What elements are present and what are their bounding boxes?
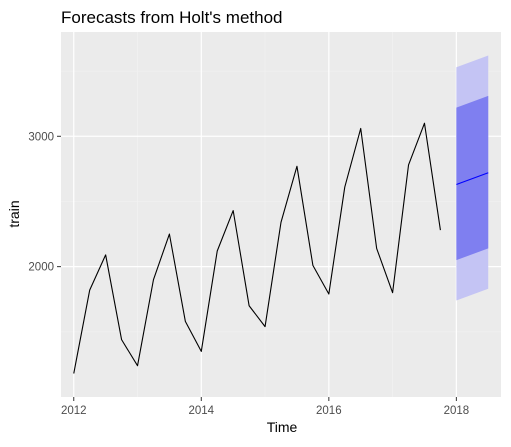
y-axis-title: train	[6, 200, 22, 227]
prediction-interval-80	[456, 95, 489, 261]
x-tick-label: 2018	[444, 405, 470, 417]
x-tick-label: 2016	[316, 405, 342, 417]
prediction-interval-80-layer	[456, 95, 489, 261]
chart-title: Forecasts from Holt's method	[61, 8, 282, 27]
x-tick-label: 2012	[61, 405, 87, 417]
plot-panel	[61, 32, 501, 397]
y-tick-label: 3000	[28, 131, 54, 143]
panel-background	[61, 32, 501, 397]
axis-ticks: 2012 2014 2016 2018 2000 3000	[28, 131, 469, 417]
forecast-mean-layer	[456, 172, 489, 186]
forecast-mean-line	[456, 172, 489, 186]
series-layer	[73, 122, 441, 374]
grid-lines	[61, 32, 501, 397]
x-tick-label: 2014	[188, 405, 214, 417]
x-axis-title: Time	[267, 419, 298, 435]
observed-series-line	[73, 122, 441, 374]
y-tick-label: 2000	[28, 262, 54, 274]
